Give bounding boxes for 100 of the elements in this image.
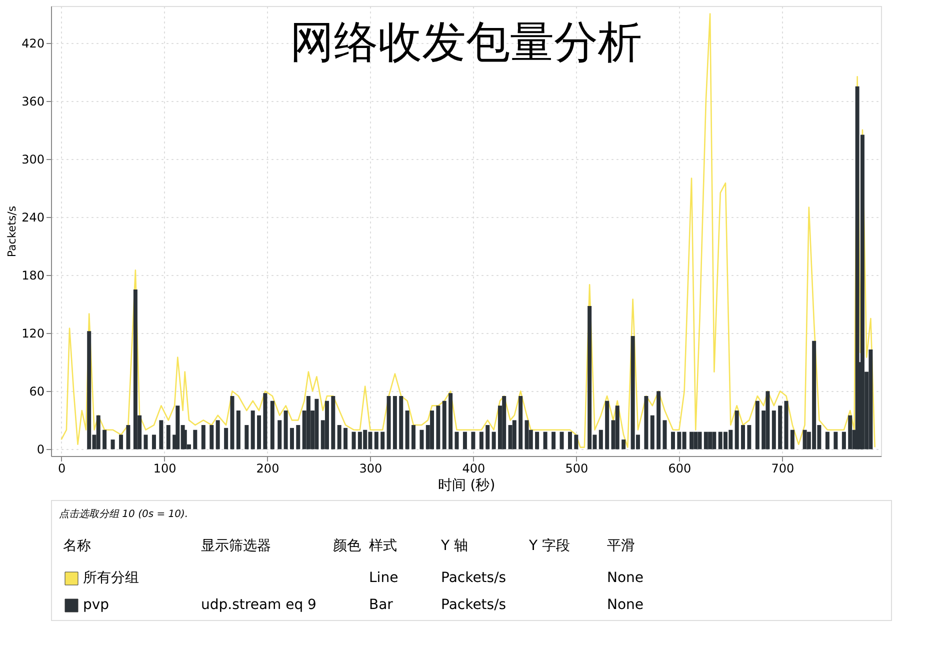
legend-label: pvp [83,597,110,613]
text: Y 轴 [440,538,468,554]
x-tick-label: 400 [462,462,486,476]
bar [270,400,274,450]
y-tick-label: 0 [36,442,44,457]
text: None [607,597,644,613]
bar [352,432,356,450]
bar [694,432,698,450]
bar [790,430,794,450]
bar [314,398,319,450]
bar [615,406,620,450]
bar [344,428,348,450]
bar [278,420,282,450]
bar [230,396,234,450]
bar [133,290,138,450]
text: Packets/s [441,570,506,586]
x-tick-label: 300 [359,462,382,476]
bar [420,430,424,450]
bar [110,440,115,450]
text: Y 字段 [528,538,570,554]
bar [454,432,459,450]
bar [560,432,564,450]
y-tick-label: 300 [22,152,44,166]
bar [448,393,453,450]
text: 显示筛选器 [201,538,271,554]
bar [244,425,249,450]
bar [411,425,416,450]
bar [331,396,336,450]
bar [747,425,752,450]
bar [324,400,329,450]
bar [690,432,694,450]
bar [778,406,782,450]
bar [622,440,626,450]
bar [568,432,572,450]
y-tick-label: 180 [22,268,44,283]
bar [224,428,228,450]
bar [392,396,397,450]
bar [698,432,702,450]
bar [430,410,434,450]
bar [399,396,404,450]
bar [656,391,661,450]
bar [216,420,220,450]
bar [650,415,654,450]
y-tick-label: 360 [22,94,44,108]
bar [712,432,716,450]
bar [662,420,667,450]
bar [152,434,156,450]
bar [486,425,490,450]
bar [386,396,391,450]
bar [374,432,378,450]
bar [442,400,446,450]
bar [518,396,523,450]
text: 样式 [369,538,397,554]
chart-title: 网络收发包量分析 [290,17,642,68]
bar [605,400,610,450]
bar [644,396,648,450]
bar [284,410,288,450]
bar [552,432,556,450]
x-tick-label: 0 [58,462,66,476]
bar [598,430,603,450]
bar [126,425,130,450]
bar [492,432,496,450]
bar [119,434,124,450]
text: Packets/s [441,597,506,613]
bar [868,350,873,450]
bar [734,410,739,450]
bar [405,410,410,450]
bar [708,432,712,450]
text: Bar [369,597,394,613]
y-tick-label: 120 [22,326,44,341]
x-tick-label: 500 [565,462,588,476]
bar [201,425,206,450]
bar [380,432,385,450]
x-tick-label: 200 [256,462,280,476]
bar [741,425,746,450]
text: None [607,570,644,586]
y-tick-label: 60 [29,384,44,399]
bar [102,430,107,450]
bar [210,425,214,450]
bar [144,434,148,450]
bar [802,430,807,450]
bar [471,432,476,450]
bar [842,432,846,450]
bar [772,410,776,450]
x-tick-label: 100 [153,462,176,476]
bar [755,400,760,450]
bar [502,396,506,450]
bar [479,432,484,450]
bar [236,410,240,450]
bar [250,410,255,450]
x-tick-label: 700 [771,462,794,476]
bar [825,432,830,450]
bar [296,425,300,450]
bar [436,406,440,450]
bar [512,420,516,450]
text: udp.stream eq 9 [201,597,316,613]
bar [766,391,770,450]
bar [670,432,675,450]
bar [524,420,529,450]
bar [834,432,838,450]
